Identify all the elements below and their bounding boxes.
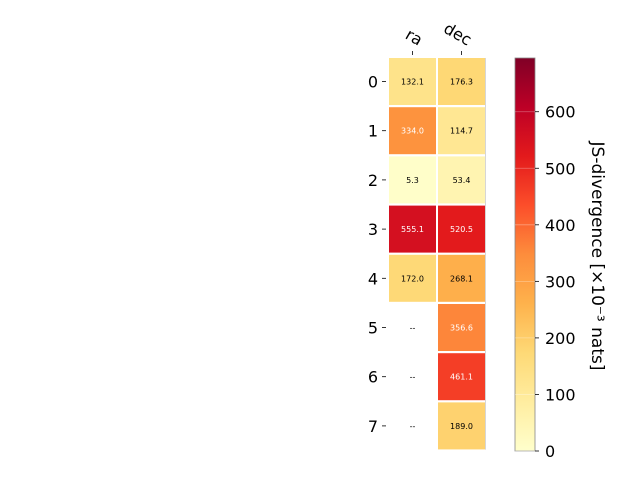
heatmap-cell — [438, 156, 485, 204]
cell-value-label: 356.6 — [450, 324, 473, 333]
heatmap-cell — [389, 107, 436, 155]
cell-missing-label: -- — [410, 422, 416, 431]
heatmap-cell — [389, 156, 436, 204]
column-labels: ra dec — [402, 19, 475, 55]
row-tick-label: 4 — [368, 269, 378, 288]
column-tick-label: dec — [441, 19, 475, 50]
colorbar-label: JS-divergence [×10⁻³ nats] — [587, 141, 607, 371]
colorbar-tick-label: 100 — [545, 385, 576, 404]
cell-value-label: 189.0 — [450, 422, 473, 431]
cell-value-label: 53.4 — [453, 176, 471, 185]
heatmap-cell — [389, 254, 436, 302]
colorbar-tick-label: 200 — [545, 329, 576, 348]
row-tick-label: 5 — [368, 319, 378, 338]
colorbar-tick-label: 400 — [545, 216, 576, 235]
row-tick-label: 1 — [368, 122, 378, 141]
heatmap-cell — [389, 58, 436, 105]
heatmap-cell — [389, 205, 436, 253]
heatmap-cell — [438, 254, 485, 302]
row-tick-label: 3 — [368, 220, 378, 239]
colorbar-ticks: 0 100 200 300 400 500 600 — [515, 103, 576, 461]
colorbar-gradient — [514, 57, 536, 452]
cell-value-label: 268.1 — [450, 274, 473, 283]
row-labels: 0 1 2 3 4 5 6 7 — [368, 73, 386, 436]
cell-missing-label: -- — [410, 373, 416, 382]
colorbar-tick-label: 600 — [545, 103, 576, 122]
heatmap-cell — [438, 304, 485, 351]
row-tick-label: 0 — [368, 73, 378, 92]
cell-value-label: 555.1 — [401, 225, 424, 234]
colorbar-tick-label: 0 — [545, 442, 555, 461]
heatmap-cell — [438, 353, 485, 401]
cell-value-label: 132.1 — [401, 78, 424, 87]
row-tick-label: 6 — [368, 368, 378, 387]
column-tick-label: ra — [402, 25, 426, 50]
cell-value-label: 114.7 — [450, 127, 473, 136]
cell-value-label: 461.1 — [450, 373, 473, 382]
cell-value-label: 176.3 — [450, 78, 473, 87]
colorbar-tick-label: 300 — [545, 272, 576, 291]
row-tick-label: 2 — [368, 171, 378, 190]
row-tick-label: 7 — [368, 417, 378, 436]
cell-missing-label: -- — [410, 324, 416, 333]
heatmap-cell — [438, 402, 485, 450]
cell-value-label: 334.0 — [401, 127, 424, 136]
colorbar: 0 100 200 300 400 500 600 JS-divergence [×10⁻³… — [514, 57, 607, 461]
heatmap-cell — [438, 58, 485, 105]
cell-value-label: 172.0 — [401, 274, 424, 283]
cell-value-label: 520.5 — [450, 225, 473, 234]
colorbar-tick-label: 500 — [545, 159, 576, 178]
cell-value-label: 5.3 — [406, 176, 419, 185]
heatmap-cell — [438, 205, 485, 253]
heatmap-cell — [438, 107, 485, 155]
heatmap-cells: 132.1 176.3 334.0 114.7 5.3 53.4 555.1 520.5 172… — [389, 58, 486, 450]
